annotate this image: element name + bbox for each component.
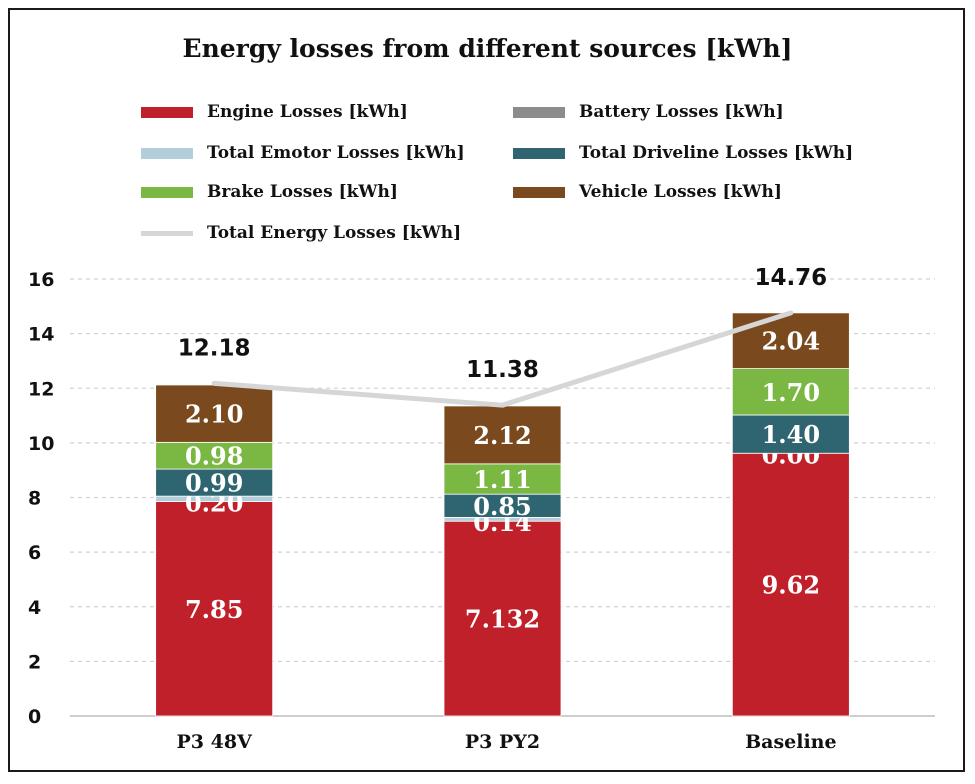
legend-swatch-battery-losses <box>513 106 565 118</box>
bar-segment <box>731 452 850 717</box>
segment-value-label: 0.98 <box>185 442 243 471</box>
bar-segment <box>443 520 562 717</box>
total-losses-line <box>211 310 794 408</box>
segment-value-label: 2.04 <box>762 327 820 356</box>
y-tick-label: 8 <box>28 488 41 510</box>
legend-label-emotor-losses: Total Emotor Losses [kWh] <box>207 143 465 163</box>
y-tick-label: 14 <box>28 324 54 346</box>
bar-segment <box>155 384 274 443</box>
segment-value-label: 1.40 <box>762 420 820 449</box>
legend-item-driveline-losses: Total Driveline Losses [kWh] <box>513 142 853 164</box>
bar-segment <box>155 501 274 717</box>
legend-item-battery-losses: Battery Losses [kWh] <box>513 101 784 123</box>
bar-segment <box>731 368 850 416</box>
legend-label-battery-losses: Battery Losses [kWh] <box>579 102 784 122</box>
y-tick-label: 0 <box>28 706 41 728</box>
segment-value-label: 0.85 <box>473 492 531 521</box>
y-tick-label: 12 <box>28 378 54 400</box>
segment-value-label: 7.85 <box>185 595 243 624</box>
legend-item-engine-losses: Engine Losses [kWh] <box>141 101 408 123</box>
y-tick-label: 2 <box>28 651 41 673</box>
y-tick-label: 6 <box>28 542 41 564</box>
segment-value-label: 0.99 <box>185 469 243 498</box>
chart-title: Energy losses from different sources [kW… <box>182 34 793 63</box>
legend-label-vehicle-losses: Vehicle Losses [kWh] <box>579 182 782 202</box>
legend-swatch-emotor-losses <box>141 147 193 159</box>
total-value-label: 12.18 <box>178 335 251 361</box>
bar-segment <box>443 405 562 465</box>
y-tick-label: 4 <box>28 597 41 619</box>
total-value-label: 14.76 <box>754 265 827 291</box>
legend-item-vehicle-losses: Vehicle Losses [kWh] <box>513 181 782 203</box>
legend-label-total-energy-losses: Total Energy Losses [kWh] <box>207 223 462 243</box>
legend-item-emotor-losses: Total Emotor Losses [kWh] <box>141 142 465 164</box>
segment-value-label: 9.62 <box>762 571 820 600</box>
bar-segment <box>155 468 274 497</box>
legend-swatch-engine-losses <box>141 106 193 118</box>
legend-swatch-brake-losses <box>141 186 193 198</box>
legend-item-brake-losses: Brake Losses [kWh] <box>141 181 398 203</box>
legend-swatch-driveline-losses <box>513 147 565 159</box>
segment-value-label: 7.132 <box>465 605 540 634</box>
legend-label-brake-losses: Brake Losses [kWh] <box>207 182 398 202</box>
x-tick-label: P3 48V <box>177 731 254 753</box>
y-tick-label: 16 <box>28 269 54 291</box>
legend-label-driveline-losses: Total Driveline Losses [kWh] <box>579 143 854 163</box>
x-tick-label: P3 PY2 <box>465 731 540 753</box>
legend-label-engine-losses: Engine Losses [kWh] <box>207 102 408 122</box>
bar-segment <box>155 441 274 470</box>
segment-value-label: 2.10 <box>185 400 243 429</box>
bar-segment <box>731 312 850 369</box>
x-tick-label: Baseline <box>745 731 837 753</box>
y-tick-label: 10 <box>28 433 54 455</box>
total-value-label: 11.38 <box>466 357 539 383</box>
segment-value-label: 2.12 <box>473 421 531 450</box>
legend-item-total-energy-losses: Total Energy Losses [kWh] <box>141 222 461 244</box>
segment-value-label: 1.11 <box>473 465 531 494</box>
legend-swatch-total-energy-losses <box>141 230 193 236</box>
legend-swatch-vehicle-losses <box>513 186 565 198</box>
segment-value-label: 1.70 <box>762 378 820 407</box>
